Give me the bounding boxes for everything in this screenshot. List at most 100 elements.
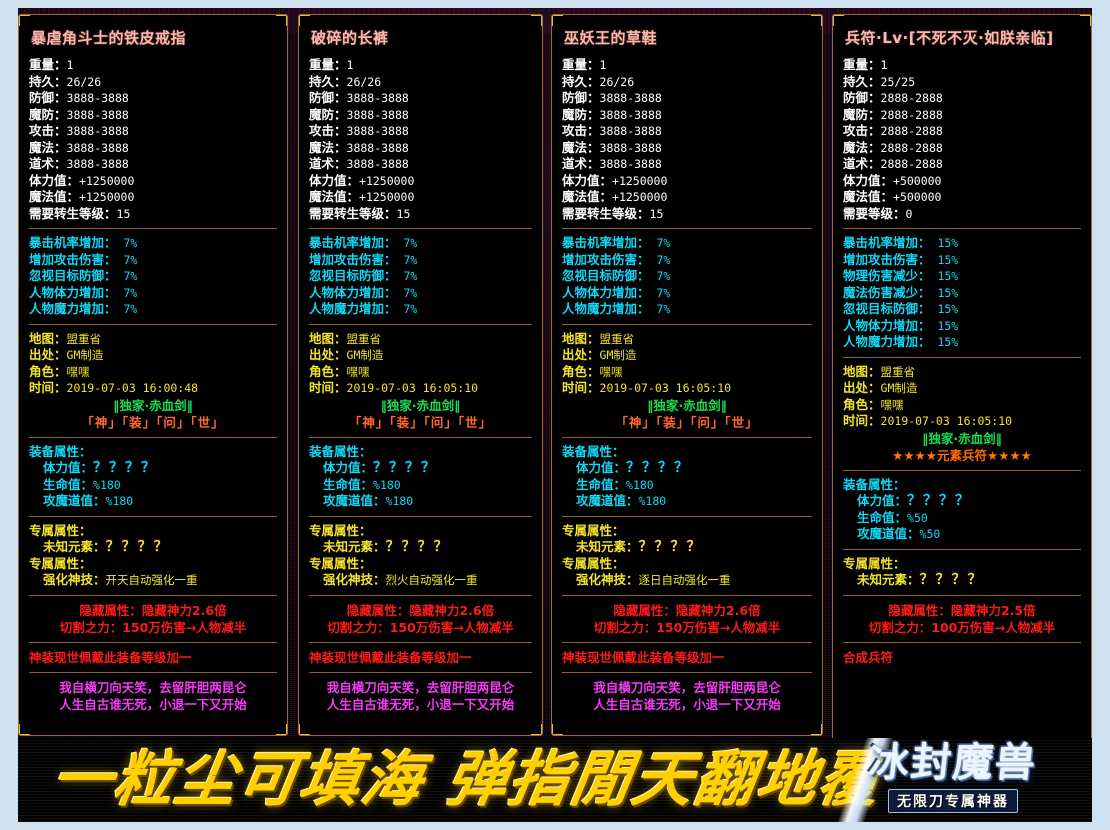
item-tooltip-panel-pants[interactable]: 破碎的长裤 重量：1 持久：26/26 防御：3888-3888 魔防：3888-388… [298,14,543,736]
hidden-attrs-block: 隐藏属性：隐藏神力2.6倍 切割之力：150万伤害→人物减半 [562,602,812,636]
stat-label: 魔法值： [309,189,360,204]
stat-label: 攻魔道值： [576,493,639,508]
divider [309,436,532,438]
stat-label: 时间： [843,413,881,428]
stat-value: +1250000 [612,190,668,204]
stat-row: 体力值：+1250000 [309,173,532,190]
stat-row: 人物体力增加： 7% [309,285,532,302]
stat-value: 15% [930,335,959,349]
corner-bracket-icon [299,724,310,735]
stat-label: 增加攻击伤害： [29,251,117,267]
divider [309,323,532,325]
item-title: 巫妖王的草鞋 [564,29,658,47]
stat-value: 3888-3888 [66,157,129,171]
stat-label: 人物魔力增加： [309,301,397,316]
hidden-attr-line-0: 隐藏属性：隐藏神力2.6倍 [613,602,761,618]
stat-label: 魔法： [843,139,881,155]
stat-row: 重量：1 [29,57,277,74]
divider [562,671,812,673]
stat-label: 体力值： [309,172,360,188]
divider [29,515,277,517]
stat-row: 攻击：3888-3888 [309,123,532,140]
divider [309,671,532,673]
stat-label: 防御： [843,90,881,105]
poem-block: 我自横刀向天笑，去留肝胆两昆仑 人生自古谁无死，小退一下又开始 [562,679,812,713]
stat-label: 持久： [843,73,881,89]
stat-row: 出处：GM制造 [309,347,532,364]
stat-value: GM制造 [346,348,384,362]
stat-row: 生命值：%180 [562,477,812,494]
stat-row: 体力值：？？？？ [309,460,532,477]
stat-value: ？？？？ [638,539,703,555]
source-info-block: 地图：盟重省 出处：GM制造 角色：嘿嘿 时间：2019-07-03 16:05:10 [843,364,1081,430]
stat-label: 暴击机率增加： [843,235,931,250]
stat-label: 人物体力增加： [562,284,650,300]
stat-label: 攻击： [29,123,67,138]
base-stats-block: 重量：1 持久：25/25 防御：2888-2888 魔防：2888-2888 攻击：2… [843,57,1081,222]
stat-value: 2888-2888 [880,157,943,171]
stat-value: 15% [930,252,959,267]
stat-value: 15 [116,206,131,221]
stat-value: %180 [385,494,414,508]
divider [562,641,812,643]
stat-label: 魔法伤害减少： [843,284,931,300]
hidden-attr-line-0: 隐藏属性：隐藏神力2.5倍 [888,602,1036,618]
equip-attrs-block: 装备属性： 体力值：？？？？ 生命值：%180 攻魔道值：%180 [309,444,532,510]
stat-row: 时间：2019-07-03 16:00:48 [29,380,277,397]
stat-row: 生命值：%50 [843,510,1081,527]
item-tooltip-panel-token[interactable]: 兵符·Lv·[不死不灭·如朕亲临] 重量：1 持久：25/25 防御：2888-288… [832,14,1092,776]
stat-row: 强化神技：烈火自动强化一重 [309,572,532,589]
stat-row: 道术：3888-3888 [562,156,812,173]
stat-label: 人物体力增加： [843,317,931,333]
stat-label: 增加攻击伤害： [843,251,931,267]
item-tooltip-panel-shoes[interactable]: 巫妖王的草鞋 重量：1 持久：26/26 防御：3888-3888 魔防：3888-38… [551,14,823,736]
stat-label: 防御： [562,90,600,105]
item-note: 神装现世佩戴此装备等级加一 [309,649,472,665]
stat-value: 7% [116,236,138,250]
stat-row: 时间：2019-07-03 16:05:10 [309,380,532,397]
stat-row: 魔防：2888-2888 [843,107,1081,124]
stat-label: 暴击机率增加： [562,235,650,250]
stat-row: 持久：26/26 [309,74,532,91]
tooltip-body: 破碎的长裤 重量：1 持久：26/26 防御：3888-3888 魔防：3888-388… [299,15,542,719]
stat-label: 道术： [309,156,347,171]
stat-label: 魔防： [843,106,881,122]
corner-bracket-icon [552,724,563,735]
divider [29,671,277,673]
stat-label: 体力值： [43,460,94,475]
item-tooltip-panel-ring[interactable]: 暴虐角斗士的铁皮戒指 重量：1 持久：26/26 防御：3888-3888 魔防：388… [18,14,288,736]
stat-value: 盟重省 [346,331,382,346]
star-rating-row: ★★★★元素兵符★★★★ [843,447,1081,464]
brand-line-orange: 「神」「装」「问」「世」 [615,414,759,430]
stat-value: 嘿嘿 [880,397,904,412]
divider [29,228,277,229]
stat-value: 3888-3888 [599,124,662,138]
stat-label: 时间： [309,380,347,395]
stat-row: 防御：2888-2888 [843,90,1081,107]
divider [309,228,532,229]
stat-row: 地图：盟重省 [29,331,277,348]
stat-label: 人物体力增加： [309,284,397,300]
stat-label: 未知元素： [323,539,386,554]
stat-label: 出处： [843,380,881,395]
stat-label: 暴击机率增加： [309,235,397,250]
stat-value: 25/25 [880,74,916,89]
stat-label: 增加攻击伤害： [309,251,397,267]
stat-label: 持久： [309,73,347,89]
stat-row: 道术：3888-3888 [29,156,277,173]
stat-row: 魔法：3888-3888 [29,140,277,157]
stat-row: 攻魔道值：%180 [29,493,277,510]
stat-label: 魔法值： [29,189,80,204]
stat-label: 体力值： [562,172,613,188]
stat-row: 攻魔道值：%180 [309,493,532,510]
stat-row: 需要转生等级：15 [562,206,812,223]
stat-value: ？？？？ [373,460,438,476]
stat-label: 需要转生等级： [29,205,117,221]
stat-value: 开天自动强化一重 [105,573,198,587]
stat-value: 2019-07-03 16:00:48 [66,381,199,395]
stat-value: ？？？？ [385,539,450,555]
stat-row: 暴击机率增加： 7% [562,235,812,252]
bottom-banner: 一粒尘可填海 弹指閒天翻地覆 冰封魔兽 无限刀专属神器 [18,738,1092,822]
equip-attrs-title: 装备属性： [562,443,625,459]
